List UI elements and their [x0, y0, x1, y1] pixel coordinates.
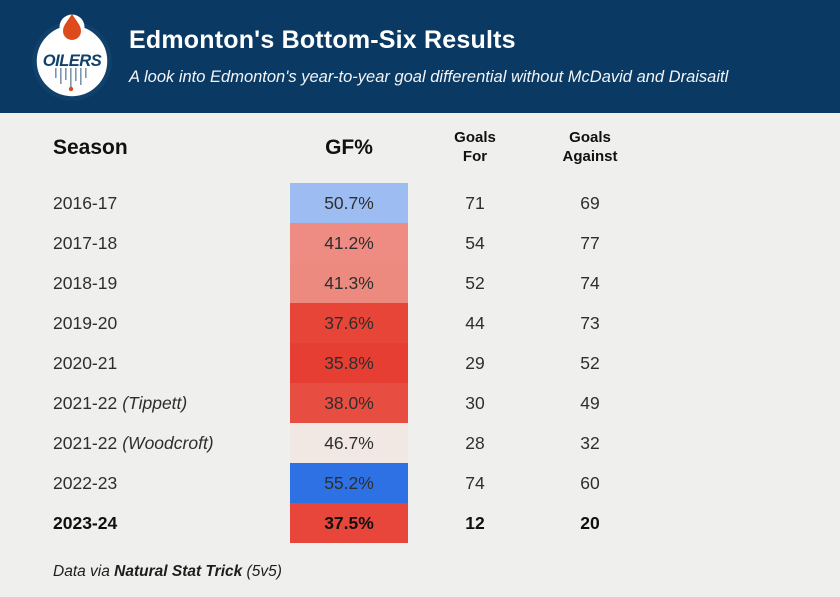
goals-against-cell: 20: [580, 512, 600, 533]
goals-against-cell: 69: [580, 192, 600, 213]
season-cell: 2022-23: [53, 473, 290, 494]
season-label: 2021-22: [53, 432, 118, 453]
gf-percent-cell: 37.6%: [290, 303, 408, 343]
goals-for-cell: 44: [465, 312, 485, 333]
goals-for-cell: 74: [465, 472, 485, 493]
table-row: 2020-21 35.8% 29 52: [53, 343, 840, 383]
goals-for-cell: 52: [465, 272, 485, 293]
gf-percent-cell: 41.2%: [290, 223, 408, 263]
table-row: 2018-19 41.3% 52 74: [53, 263, 840, 303]
season-label: 2019-20: [53, 312, 118, 333]
footer-source: Natural Stat Trick: [114, 563, 243, 580]
column-header-gf-percent: GF%: [325, 136, 373, 159]
season-label: 2021-22: [53, 392, 118, 413]
season-cell: 2023-24: [53, 513, 290, 534]
column-header-season: Season: [53, 136, 128, 159]
goals-for-cell: 12: [465, 512, 485, 533]
gf-percent-cell: 46.7%: [290, 423, 408, 463]
oilers-logo: OILERS: [30, 11, 114, 103]
gf-percent-cell: 41.3%: [290, 263, 408, 303]
goals-against-cell: 52: [580, 352, 600, 373]
season-coach-suffix: (Tippett): [122, 392, 188, 413]
season-cell: 2021-22 (Tippett): [53, 393, 290, 414]
season-cell: 2019-20: [53, 313, 290, 334]
page-title: Edmonton's Bottom-Six Results: [129, 26, 516, 54]
table-row: 2019-20 37.6% 44 73: [53, 303, 840, 343]
goals-for-cell: 71: [465, 192, 485, 213]
gf-percent-cell: 35.8%: [290, 343, 408, 383]
goals-against-cell: 49: [580, 392, 600, 413]
goals-against-cell: 77: [580, 232, 600, 253]
table-row: 2022-23 55.2% 74 60: [53, 463, 840, 503]
season-label: 2022-23: [53, 472, 118, 493]
table-row: 2023-24 37.5% 12 20: [53, 503, 840, 543]
table-row: 2021-22 (Tippett) 38.0% 30 49: [53, 383, 840, 423]
table-row: 2017-18 41.2% 54 77: [53, 223, 840, 263]
results-table: Season GF% Goals For Goals Against 2016-…: [0, 113, 840, 543]
goals-against-cell: 73: [580, 312, 600, 333]
gf-percent-cell: 50.7%: [290, 183, 408, 223]
season-cell: 2018-19: [53, 273, 290, 294]
oil-drop-icon: [63, 13, 81, 40]
goals-for-cell: 28: [465, 432, 485, 453]
page-subtitle: A look into Edmonton's year-to-year goal…: [129, 68, 729, 86]
season-cell: 2016-17: [53, 193, 290, 214]
gf-percent-cell: 37.5%: [290, 503, 408, 543]
column-header-goals-for: Goals For: [454, 129, 496, 165]
season-label: 2018-19: [53, 272, 118, 293]
table-row: 2016-17 50.7% 71 69: [53, 183, 840, 223]
season-cell: 2020-21: [53, 353, 290, 374]
goals-for-cell: 29: [465, 352, 485, 373]
goals-against-cell: 74: [580, 272, 600, 293]
season-cell: 2021-22 (Woodcroft): [53, 433, 290, 454]
column-header-goals-against: Goals Against: [562, 129, 618, 165]
goals-against-cell: 32: [580, 432, 600, 453]
season-label: 2023-24: [53, 512, 118, 533]
goals-for-cell: 54: [465, 232, 485, 253]
table-body: 2016-17 50.7% 71 69 2017-18 41.2% 54 77 …: [53, 183, 840, 543]
table-row: 2021-22 (Woodcroft) 46.7% 28 32: [53, 423, 840, 463]
season-label: 2016-17: [53, 192, 118, 213]
goals-for-cell: 30: [465, 392, 485, 413]
header-banner: OILERS Edmonton's Bottom-Six Results A l…: [0, 0, 840, 113]
season-label: 2020-21: [53, 352, 118, 373]
season-coach-suffix: (Woodcroft): [122, 432, 214, 453]
season-label: 2017-18: [53, 232, 118, 253]
oilers-logo-text: OILERS: [43, 52, 102, 70]
gf-percent-cell: 55.2%: [290, 463, 408, 503]
season-cell: 2017-18: [53, 233, 290, 254]
data-source-note: Data via Natural Stat Trick (5v5): [53, 563, 840, 581]
gf-percent-cell: 38.0%: [290, 383, 408, 423]
goals-against-cell: 60: [580, 472, 600, 493]
footer-suffix: (5v5): [242, 563, 282, 580]
table-header-row: Season GF% Goals For Goals Against: [53, 113, 840, 183]
oilers-logo-graphic: OILERS: [32, 13, 112, 101]
footer-prefix: Data via: [53, 563, 115, 580]
